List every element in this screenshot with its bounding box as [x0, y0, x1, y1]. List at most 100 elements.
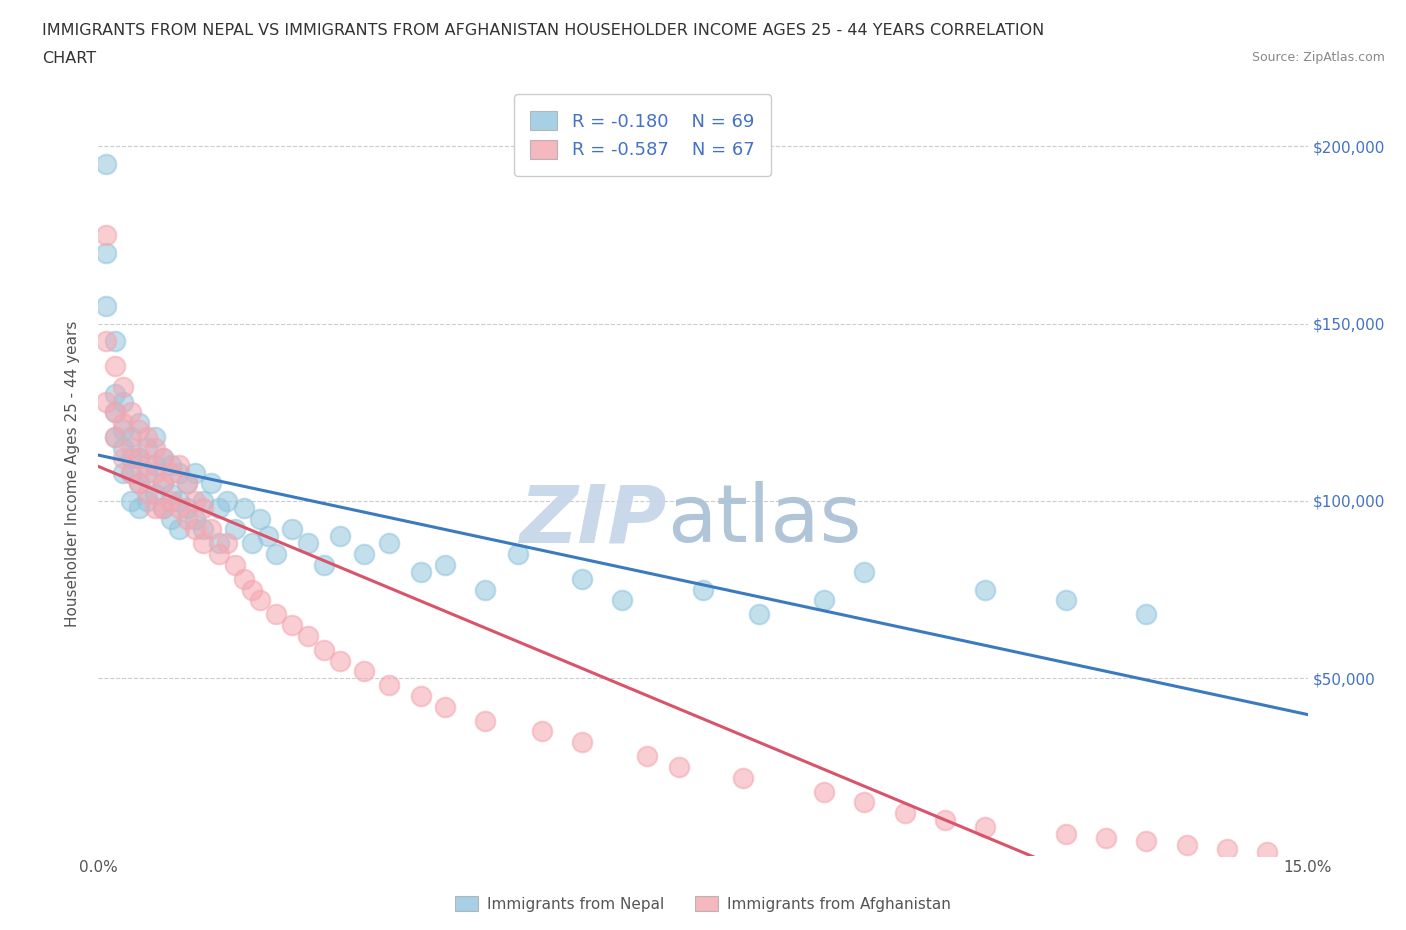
Text: atlas: atlas: [666, 481, 860, 559]
Point: [409, 565, 432, 579]
Point: [1175, 838, 1198, 853]
Point: [530, 724, 553, 739]
Point: [111, 440, 134, 455]
Point: [193, 536, 215, 551]
Point: [1054, 827, 1077, 842]
Point: [143, 430, 166, 445]
Point: [256, 529, 278, 544]
Point: [143, 486, 166, 501]
Point: [240, 582, 263, 597]
Point: [249, 512, 271, 526]
Text: Source: ZipAtlas.com: Source: ZipAtlas.com: [1251, 51, 1385, 64]
Point: [160, 486, 183, 501]
Point: [249, 592, 271, 607]
Point: [329, 529, 352, 544]
Point: [96, 299, 118, 313]
Point: [853, 565, 876, 579]
Point: [160, 465, 183, 480]
Point: [733, 770, 755, 785]
Point: [692, 582, 714, 597]
Point: [167, 465, 190, 480]
Point: [353, 547, 375, 562]
Point: [506, 547, 529, 562]
Point: [135, 430, 157, 445]
Point: [217, 494, 239, 509]
Point: [1135, 834, 1157, 849]
Point: [853, 795, 876, 810]
Point: [377, 536, 399, 551]
Point: [152, 476, 174, 491]
Point: [612, 592, 634, 607]
Text: IMMIGRANTS FROM NEPAL VS IMMIGRANTS FROM AFGHANISTAN HOUSEHOLDER INCOME AGES 25 : IMMIGRANTS FROM NEPAL VS IMMIGRANTS FROM…: [42, 23, 1045, 38]
Point: [111, 451, 134, 466]
Point: [96, 228, 118, 243]
Point: [184, 522, 207, 537]
Point: [152, 500, 174, 515]
Point: [167, 522, 190, 537]
Point: [668, 760, 690, 775]
Point: [96, 334, 118, 349]
Point: [224, 522, 246, 537]
Point: [264, 547, 287, 562]
Point: [409, 688, 432, 703]
Y-axis label: Householder Income Ages 25 - 44 years: Householder Income Ages 25 - 44 years: [65, 321, 80, 628]
Point: [934, 813, 956, 828]
Point: [176, 512, 198, 526]
Point: [232, 500, 254, 515]
Point: [193, 500, 215, 515]
Point: [297, 536, 319, 551]
Point: [143, 458, 166, 472]
Point: [128, 476, 150, 491]
Point: [152, 500, 174, 515]
Point: [120, 465, 142, 480]
Point: [176, 476, 198, 491]
Point: [377, 678, 399, 693]
Legend: Immigrants from Nepal, Immigrants from Afghanistan: Immigrants from Nepal, Immigrants from A…: [449, 889, 957, 918]
Point: [120, 430, 142, 445]
Point: [184, 465, 207, 480]
Point: [128, 476, 150, 491]
Point: [193, 522, 215, 537]
Point: [143, 440, 166, 455]
Point: [103, 405, 125, 419]
Point: [103, 359, 125, 374]
Point: [152, 476, 174, 491]
Point: [314, 557, 336, 572]
Point: [217, 536, 239, 551]
Point: [135, 465, 157, 480]
Point: [974, 819, 997, 834]
Point: [224, 557, 246, 572]
Point: [143, 465, 166, 480]
Point: [96, 246, 118, 260]
Point: [314, 643, 336, 658]
Point: [111, 394, 134, 409]
Point: [264, 607, 287, 622]
Point: [813, 784, 835, 799]
Point: [167, 458, 190, 472]
Point: [208, 547, 231, 562]
Point: [329, 653, 352, 668]
Point: [240, 536, 263, 551]
Point: [974, 582, 997, 597]
Point: [143, 500, 166, 515]
Point: [120, 465, 142, 480]
Point: [1135, 607, 1157, 622]
Point: [120, 405, 142, 419]
Point: [176, 500, 198, 515]
Point: [111, 380, 134, 395]
Point: [167, 494, 190, 509]
Point: [232, 572, 254, 587]
Point: [120, 494, 142, 509]
Point: [353, 664, 375, 679]
Point: [152, 451, 174, 466]
Point: [176, 476, 198, 491]
Point: [103, 387, 125, 402]
Point: [184, 512, 207, 526]
Point: [1054, 592, 1077, 607]
Point: [160, 458, 183, 472]
Point: [1095, 830, 1118, 845]
Point: [474, 582, 496, 597]
Text: CHART: CHART: [42, 51, 96, 66]
Point: [893, 805, 915, 820]
Legend: R = -0.180    N = 69, R = -0.587    N = 67: R = -0.180 N = 69, R = -0.587 N = 67: [515, 95, 770, 176]
